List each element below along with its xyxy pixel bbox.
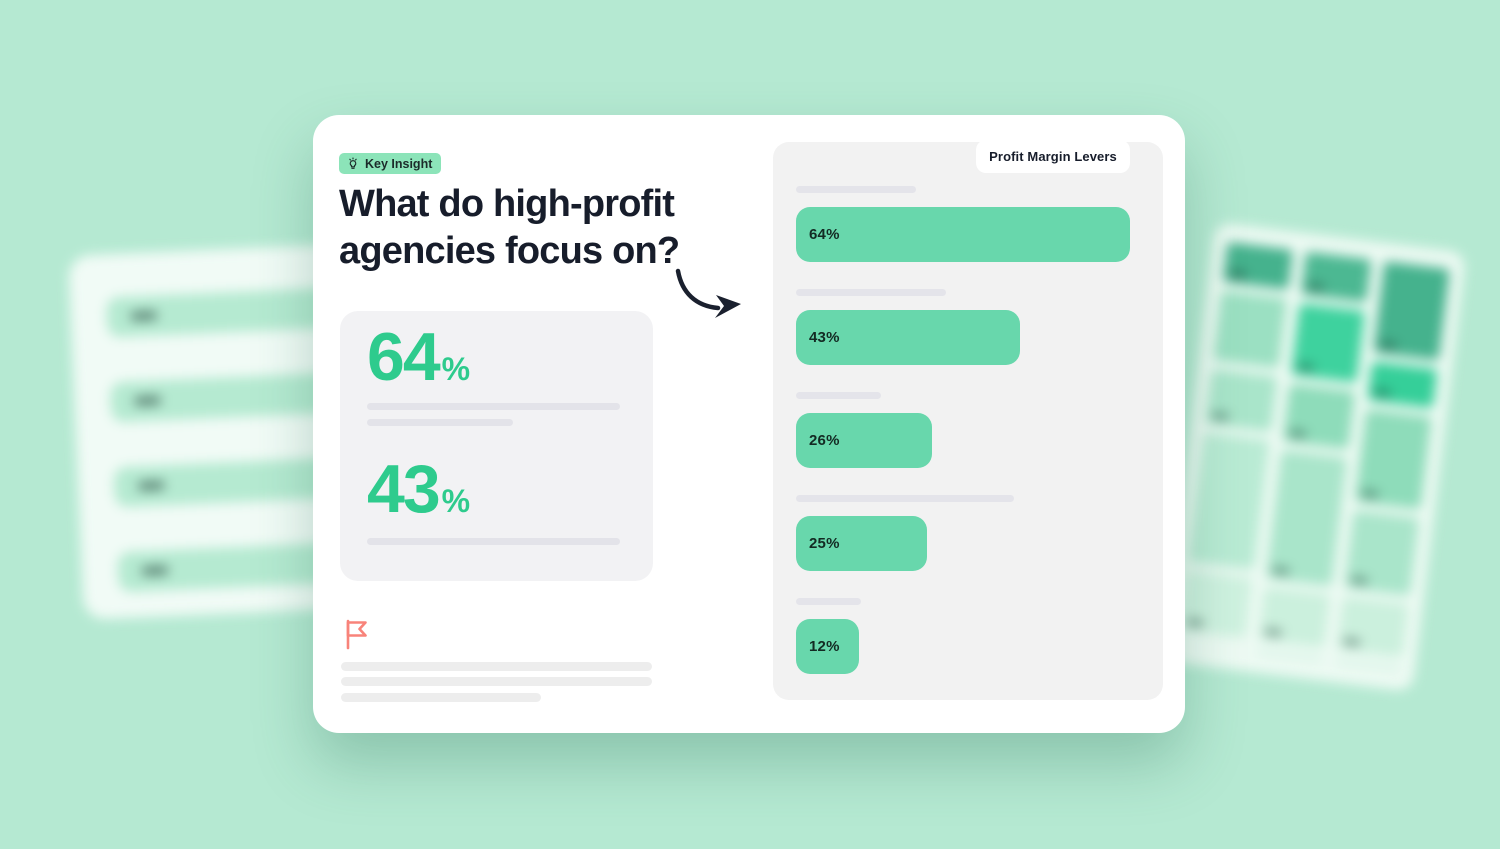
stat-value-1: 64 % xyxy=(367,323,470,391)
blurred-block xyxy=(1188,432,1270,570)
bar-group: 43% xyxy=(796,289,1140,365)
redacted-label-line xyxy=(796,495,1014,502)
placeholder-line xyxy=(367,403,620,410)
bar-group: 64% xyxy=(796,186,1140,262)
blurred-block xyxy=(1300,251,1372,303)
blurred-block xyxy=(1290,303,1366,383)
blurred-text xyxy=(141,566,169,576)
bar: 25% xyxy=(796,516,927,571)
blurred-block xyxy=(1265,449,1348,587)
blurred-block xyxy=(1179,570,1253,638)
blurred-kanban-board xyxy=(1162,222,1466,692)
lightbulb-icon xyxy=(349,156,357,169)
page-title: What do high-profit agencies focus on? xyxy=(339,181,759,275)
flag-icon xyxy=(343,618,371,650)
redacted-label-line xyxy=(796,289,946,296)
bar: 64% xyxy=(796,207,1130,262)
bar-group: 26% xyxy=(796,392,1140,468)
blurred-block xyxy=(1222,241,1294,290)
bar-group: 25% xyxy=(796,495,1140,571)
placeholder-line xyxy=(367,419,513,426)
blurred-block xyxy=(1336,596,1409,658)
redacted-label-line xyxy=(796,598,861,605)
blurred-line xyxy=(1334,658,1402,673)
panel-title: Profit Margin Levers xyxy=(989,149,1117,164)
title-line-2: agencies focus on? xyxy=(339,230,680,272)
title-line-1: What do high-profit xyxy=(339,183,675,225)
blurred-block xyxy=(1258,587,1331,648)
stat-value-2: 43 % xyxy=(367,455,470,523)
key-insight-badge: Key Insight xyxy=(339,153,442,174)
blurred-block xyxy=(1213,290,1288,369)
blurred-block xyxy=(1367,361,1438,409)
placeholder-line xyxy=(341,677,652,686)
curved-arrow-icon xyxy=(671,267,747,321)
chart-panel: Profit Margin Levers 64% 43% 26% 25% 12% xyxy=(773,140,1163,701)
bar-group: 12% xyxy=(796,598,1140,674)
blurred-block xyxy=(1344,510,1420,596)
placeholder-line xyxy=(341,662,652,671)
bar-chart: 64% 43% 26% 25% 12% xyxy=(796,186,1140,701)
stat-number: 43 xyxy=(367,451,441,527)
blurred-text xyxy=(138,481,165,491)
blurred-line xyxy=(1256,648,1323,663)
blurred-text xyxy=(130,311,158,321)
insight-card: Key Insight What do high-profit agencies… xyxy=(313,115,1185,733)
blurred-block xyxy=(1282,383,1356,449)
bar: 26% xyxy=(796,413,932,468)
stat-summary-card: 64 % 43 % xyxy=(340,311,653,581)
placeholder-line xyxy=(367,538,620,545)
stat-suffix: % xyxy=(441,351,471,387)
stat-number: 64 xyxy=(367,319,441,395)
bar: 12% xyxy=(796,619,859,674)
stat-suffix: % xyxy=(441,483,471,519)
redacted-label-line xyxy=(796,392,881,399)
panel-title-tab: Profit Margin Levers xyxy=(976,140,1130,173)
blurred-block xyxy=(1373,261,1450,361)
redacted-label-line xyxy=(796,186,916,193)
blurred-block xyxy=(1354,409,1432,510)
bar: 43% xyxy=(796,310,1020,365)
blurred-block xyxy=(1205,368,1278,432)
badge-label: Key Insight xyxy=(365,156,433,171)
placeholder-line xyxy=(341,693,541,702)
blurred-text xyxy=(134,396,161,406)
